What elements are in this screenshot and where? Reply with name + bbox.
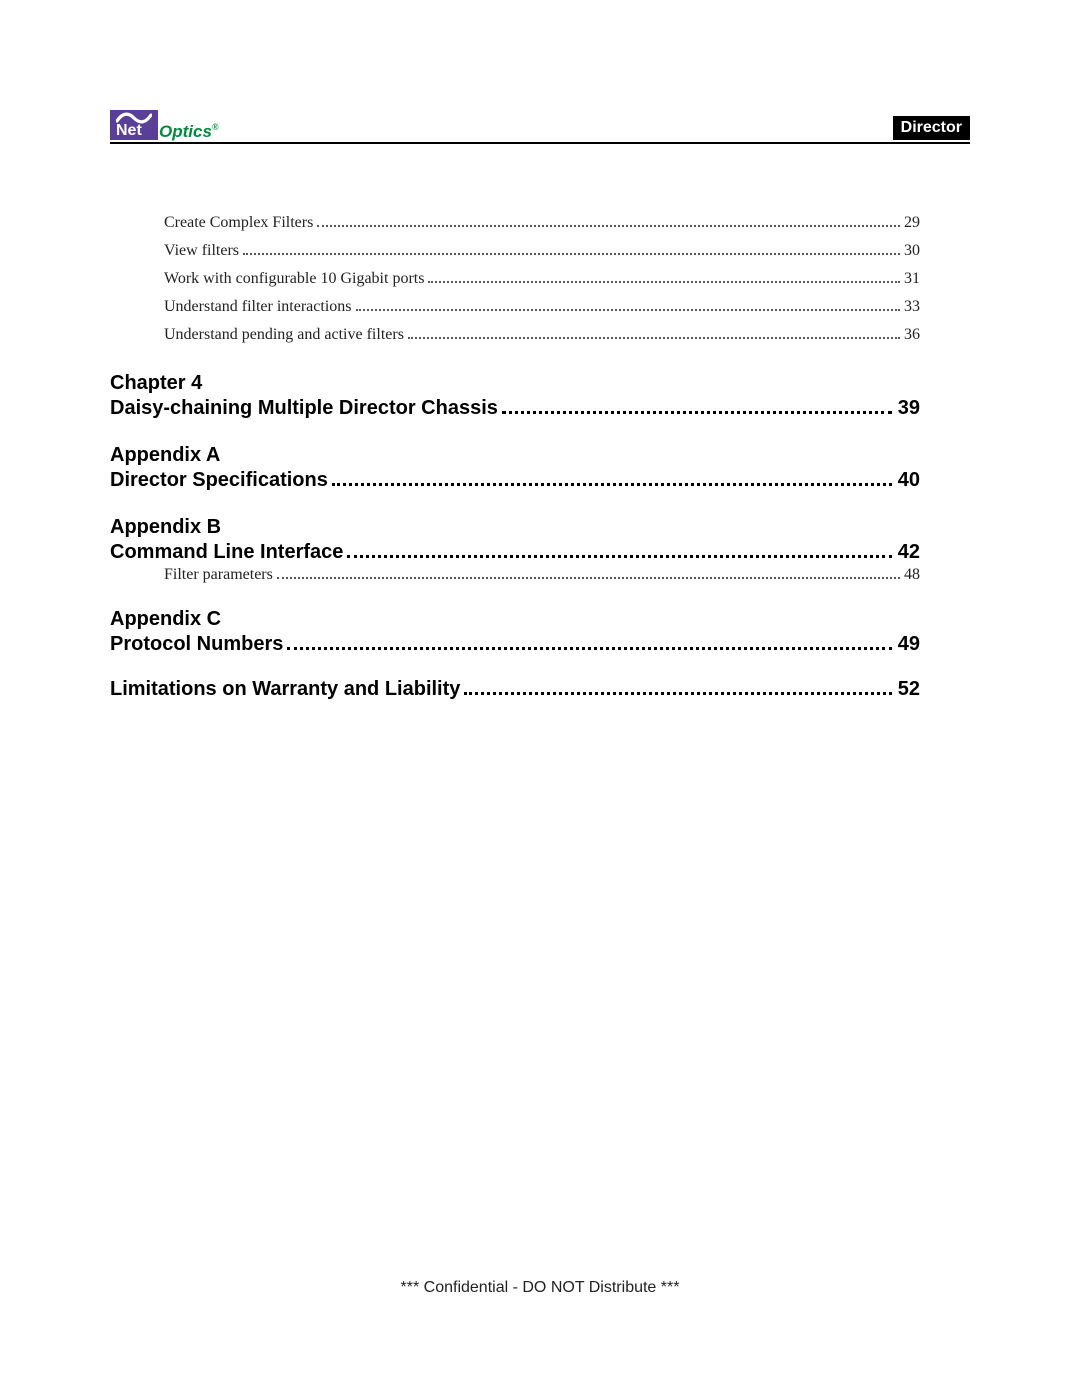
toc-section: Appendix ADirector Specifications 40 (110, 444, 970, 492)
dot-leader (464, 692, 891, 695)
toc-sub-entry: Understand pending and active filters 36 (164, 326, 920, 344)
toc-section-head: Appendix C (110, 608, 970, 631)
toc-sub-label: Understand filter interactions (164, 298, 352, 316)
dot-leader (502, 411, 892, 414)
toc-sub-label: View filters (164, 242, 239, 260)
dot-leader (277, 577, 900, 579)
toc-sub-label: Work with configurable 10 Gigabit ports (164, 270, 424, 288)
toc-main-page: 52 (898, 678, 920, 701)
toc-section: Limitations on Warranty and Liability 52 (110, 678, 970, 701)
toc-main-entry: Director Specifications 40 (110, 469, 920, 492)
document-page: Net Optics® Director Create Complex Filt… (0, 0, 1080, 1397)
confidential-footer: *** Confidential - DO NOT Distribute *** (0, 1279, 1080, 1297)
toc-sub-page: 29 (904, 214, 920, 232)
toc-sub-list: Create Complex Filters 29 View filters 30 Wo… (164, 214, 920, 344)
toc-sub-label: Create Complex Filters (164, 214, 313, 232)
page-header: Net Optics® Director (110, 110, 970, 144)
dot-leader (317, 225, 900, 227)
dot-leader (287, 647, 891, 650)
toc-section-head: Chapter 4 (110, 372, 970, 395)
registered-mark: ® (212, 122, 219, 132)
toc-main-entry: Protocol Numbers 49 (110, 633, 920, 656)
toc-section-head: Appendix A (110, 444, 970, 467)
toc-main-entry: Limitations on Warranty and Liability 52 (110, 678, 920, 701)
toc-main-page: 49 (898, 633, 920, 656)
toc-main-entry: Daisy-chaining Multiple Director Chassis… (110, 397, 920, 420)
table-of-contents: Create Complex Filters 29 View filters 30 Wo… (110, 214, 970, 701)
toc-sub-entry: Work with configurable 10 Gigabit ports 3… (164, 270, 920, 288)
toc-main-label: Director Specifications (110, 469, 328, 492)
toc-sub-page: 31 (904, 270, 920, 288)
toc-section: Appendix BCommand Line Interface 42 Filter… (110, 516, 970, 584)
toc-sub-entry: Create Complex Filters 29 (164, 214, 920, 232)
toc-section-head: Appendix B (110, 516, 970, 539)
logo-text-optics: Optics (159, 123, 212, 140)
toc-main-page: 40 (898, 469, 920, 492)
toc-main-label: Protocol Numbers (110, 633, 283, 656)
logo-text-net: Net (116, 123, 142, 139)
toc-section: Appendix CProtocol Numbers 49 (110, 608, 970, 656)
dot-leader (347, 555, 891, 558)
toc-main-page: 42 (898, 541, 920, 564)
toc-sub-entry: Understand filter interactions 33 (164, 298, 920, 316)
toc-sub-page: 36 (904, 326, 920, 344)
toc-section: Chapter 4Daisy-chaining Multiple Directo… (110, 372, 970, 420)
toc-main-label: Limitations on Warranty and Liability (110, 678, 460, 701)
toc-sub-label: Filter parameters (164, 566, 273, 584)
toc-sub-page: 30 (904, 242, 920, 260)
netoptics-logo: Net Optics® (110, 110, 219, 140)
dot-leader (428, 281, 900, 283)
toc-sub-entry: View filters 30 (164, 242, 920, 260)
toc-sub-label: Understand pending and active filters (164, 326, 404, 344)
toc-main-entry: Command Line Interface 42 (110, 541, 920, 564)
logo-mark: Net (110, 110, 158, 140)
toc-sections: Chapter 4Daisy-chaining Multiple Directo… (110, 372, 970, 701)
dot-leader (243, 253, 900, 255)
toc-main-label: Daisy-chaining Multiple Director Chassis (110, 397, 498, 420)
toc-sub-list: Filter parameters 48 (164, 566, 920, 584)
dot-leader (356, 309, 901, 311)
toc-sub-page: 48 (904, 566, 920, 584)
product-badge: Director (893, 116, 970, 140)
toc-main-page: 39 (898, 397, 920, 420)
dot-leader (332, 483, 892, 486)
dot-leader (408, 337, 900, 339)
toc-sub-entry: Filter parameters 48 (164, 566, 920, 584)
toc-sub-page: 33 (904, 298, 920, 316)
toc-main-label: Command Line Interface (110, 541, 343, 564)
